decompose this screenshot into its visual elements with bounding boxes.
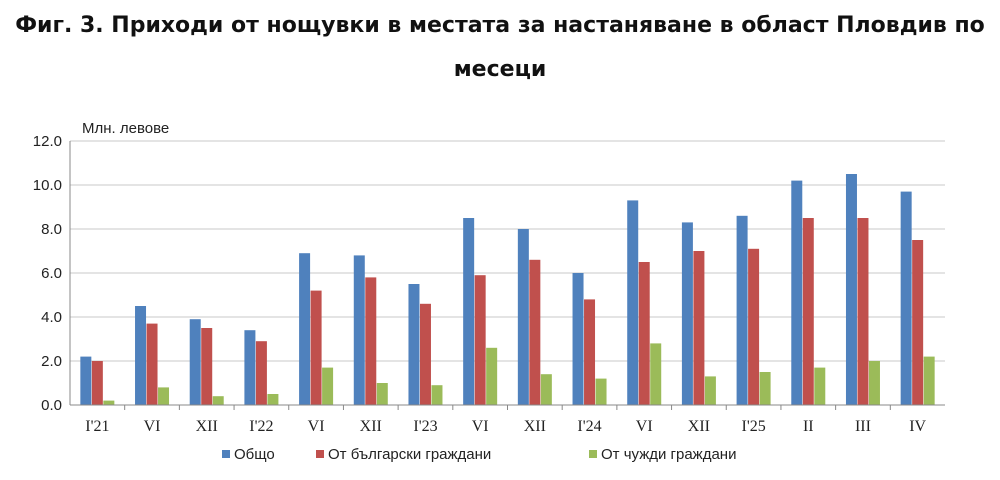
x-tick-label: I'24 xyxy=(577,418,601,435)
bar-1-14 xyxy=(791,180,803,405)
bar-2-4 xyxy=(255,341,267,405)
bar-1-5 xyxy=(299,253,311,405)
y-tick-label: 4.0 xyxy=(41,309,62,326)
legend-label-3: От чужди граждани xyxy=(601,446,736,463)
bar-2-6 xyxy=(365,277,377,405)
y-tick-label: 10.0 xyxy=(33,177,62,194)
x-tick-label: I'21 xyxy=(85,418,109,435)
bar-3-14 xyxy=(814,367,826,405)
bar-1-11 xyxy=(627,200,639,405)
bar-3-5 xyxy=(322,367,334,405)
legend: Общо От български граждани От чужди гражда… xyxy=(222,446,736,463)
x-tick-label: II xyxy=(803,418,814,435)
y-tick-label: 6.0 xyxy=(41,265,62,282)
bar-3-6 xyxy=(376,383,388,405)
legend-swatch-1 xyxy=(222,450,230,458)
x-tick-label: XII xyxy=(360,418,382,435)
bar-2-16 xyxy=(912,240,924,405)
x-tick-label: XII xyxy=(196,418,218,435)
bar-1-13 xyxy=(736,215,748,405)
bar-3-9 xyxy=(540,374,552,405)
x-tick-label: I'22 xyxy=(249,418,273,435)
bar-3-8 xyxy=(486,347,498,405)
bar-3-13 xyxy=(759,372,771,405)
bar-2-10 xyxy=(584,299,596,405)
bar-3-7 xyxy=(431,385,443,405)
bar-3-1 xyxy=(103,400,115,405)
x-tick-label: VI xyxy=(144,418,161,435)
bar-1-9 xyxy=(517,229,529,405)
bar-3-2 xyxy=(158,387,170,405)
bar-2-14 xyxy=(802,218,814,405)
bar-1-1 xyxy=(80,356,92,405)
x-tick-label: XII xyxy=(524,418,546,435)
bar-3-10 xyxy=(595,378,607,405)
y-tick-label: 8.0 xyxy=(41,221,62,238)
bar-2-7 xyxy=(419,303,431,405)
bar-1-16 xyxy=(900,191,912,405)
bar-2-12 xyxy=(693,251,705,405)
x-tick-label: III xyxy=(855,418,871,435)
axes: Млн. левове 0.0 2.0 4.0 6.0 8.0 10.0 12.0 I'21 V… xyxy=(33,120,945,435)
bar-2-3 xyxy=(201,328,213,405)
bar-2-11 xyxy=(638,262,650,405)
bar-1-10 xyxy=(572,273,584,405)
bar-2-5 xyxy=(310,290,322,405)
bar-3-12 xyxy=(704,376,716,405)
bar-2-1 xyxy=(91,361,103,405)
bar-3-16 xyxy=(923,356,935,405)
y-tick-label: 2.0 xyxy=(41,353,62,370)
x-tick-label: IV xyxy=(909,418,926,435)
x-tick-label: VI xyxy=(636,418,653,435)
x-tick-label: VI xyxy=(472,418,489,435)
y-tick-label: 12.0 xyxy=(33,133,62,150)
chart-title-line-1: Фиг. 3. Приходи от нощувки в местата за … xyxy=(15,13,985,38)
bar-1-6 xyxy=(353,255,365,405)
bar-3-11 xyxy=(650,343,662,405)
chart-title-line-2: месеци xyxy=(453,57,547,82)
bars xyxy=(80,174,935,405)
bar-2-13 xyxy=(748,248,760,405)
chart-title: Фиг. 3. Приходи от нощувки в местата за … xyxy=(0,4,1000,92)
x-tick-label: XII xyxy=(688,418,710,435)
bar-3-3 xyxy=(212,396,224,405)
bar-1-3 xyxy=(189,319,201,405)
x-tick-label: VI xyxy=(308,418,325,435)
bar-3-15 xyxy=(868,361,880,405)
legend-swatch-2 xyxy=(316,450,324,458)
bar-2-8 xyxy=(474,275,486,405)
bar-2-15 xyxy=(857,218,869,405)
bar-1-4 xyxy=(244,330,256,405)
legend-label-2: От български граждани xyxy=(328,446,491,463)
bar-1-12 xyxy=(681,222,693,405)
bar-2-2 xyxy=(146,323,158,405)
bar-1-2 xyxy=(135,306,147,405)
y-tick-label: 0.0 xyxy=(41,397,62,414)
x-tick-label: I'23 xyxy=(413,418,437,435)
x-tick-label: I'25 xyxy=(741,418,765,435)
y-axis-unit-label: Млн. левове xyxy=(82,120,169,137)
bar-1-15 xyxy=(845,174,857,405)
legend-label-1: Общо xyxy=(234,446,275,463)
bar-3-4 xyxy=(267,394,279,405)
bar-1-8 xyxy=(463,218,475,405)
legend-swatch-3 xyxy=(589,450,597,458)
bar-2-9 xyxy=(529,259,541,405)
bar-1-7 xyxy=(408,284,420,405)
